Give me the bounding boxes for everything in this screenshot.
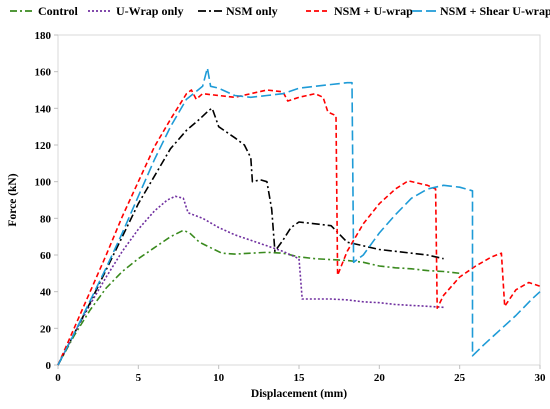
series-line-2 [58,196,444,365]
y-tick-label: 120 [35,140,52,152]
x-tick-label: 30 [535,372,547,384]
series-line-5 [58,68,540,365]
legend-label: NSM + U-wrap [334,4,413,18]
x-tick-label: 0 [55,372,61,384]
legend-label: U-Wrap only [116,4,183,18]
y-tick-label: 100 [35,177,52,189]
x-tick-label: 25 [454,372,466,384]
y-tick-label: 180 [35,30,52,42]
x-tick-label: 15 [294,372,306,384]
y-tick-label: 40 [40,287,52,299]
y-tick-label: 160 [35,67,52,79]
x-tick-label: 10 [213,372,225,384]
y-tick-label: 20 [40,323,52,335]
y-tick-label: 80 [40,213,52,225]
y-axis-label: Force (kN) [7,173,19,226]
y-tick-label: 0 [46,360,52,372]
legend: Control U-Wrap only NSM only NSM + U-wrap NS… [10,4,550,18]
y-tick-label: 140 [35,103,52,115]
x-axis-label: Displacement (mm) [251,388,347,400]
legend-label: Control [38,4,78,18]
legend-label: NSM only [226,4,278,18]
x-tick-label: 20 [374,372,386,384]
y-tick-label: 60 [40,250,52,262]
series-line-3 [58,108,444,365]
legend-label: NSM + Shear U-wrap [440,4,550,18]
x-tick-label: 5 [136,372,142,384]
series-line-1 [58,230,460,365]
series-line-4 [58,90,540,365]
